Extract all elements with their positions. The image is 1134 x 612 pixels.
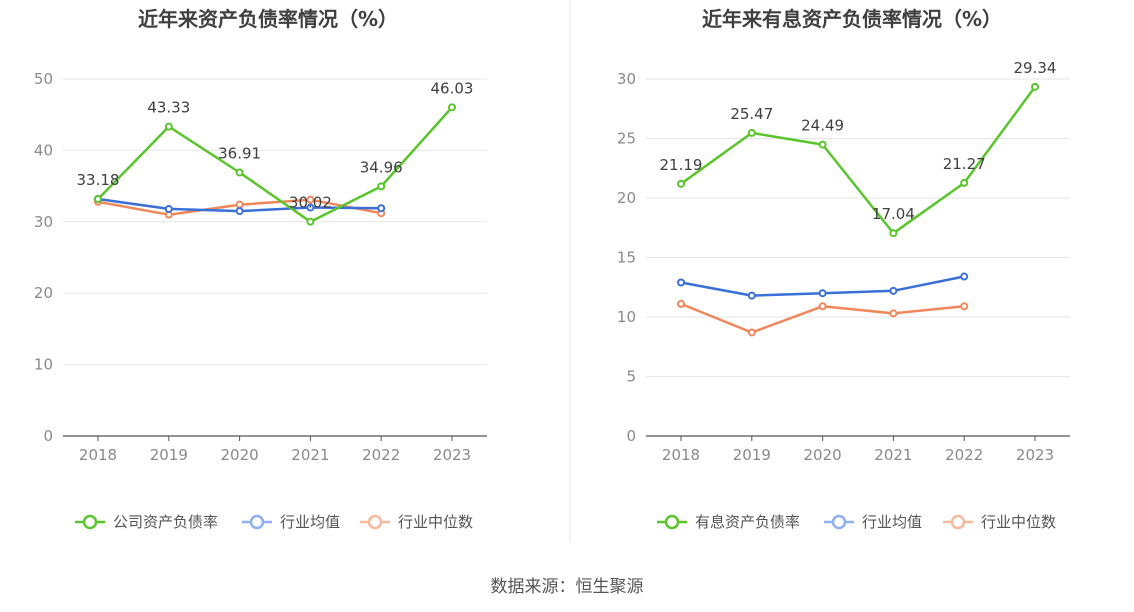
data-point-company <box>960 178 969 187</box>
legend-label-industry_avg: 行业均值 <box>862 513 922 531</box>
x-tick-label: 2019 <box>733 446 771 464</box>
x-tick-label: 2023 <box>1016 446 1054 464</box>
data-label: 17.04 <box>872 205 915 223</box>
data-point-company <box>677 179 685 188</box>
chart-title: 近年来有息资产负债率情况（%） <box>702 7 1002 31</box>
data-point-industry_median <box>677 299 685 308</box>
data-point-industry_avg <box>235 207 244 216</box>
data-point-industry_median <box>818 302 827 311</box>
data-point-company <box>94 195 102 204</box>
x-tick-label: 2020 <box>221 446 259 464</box>
data-point-company <box>235 168 244 177</box>
data-point-company <box>377 182 386 191</box>
y-tick-label: 15 <box>617 249 636 267</box>
y-tick-label: 0 <box>626 427 636 445</box>
x-tick-label: 2022 <box>362 446 400 464</box>
data-point-industry_avg <box>164 204 173 213</box>
y-tick-label: 50 <box>34 70 53 88</box>
x-tick-label: 2021 <box>291 446 329 464</box>
data-point-industry_avg <box>818 289 827 298</box>
series-line-company <box>97 106 453 223</box>
legend-label-industry_median: 行业中位数 <box>981 513 1056 531</box>
y-tick-label: 30 <box>34 213 53 231</box>
legend-label-industry_median: 行业中位数 <box>398 513 473 531</box>
data-point-company <box>747 128 756 137</box>
chart-title: 近年来资产负债率情况（%） <box>138 7 398 31</box>
legend-marker-industry_median <box>367 514 383 530</box>
data-point-industry_median <box>235 200 244 209</box>
data-point-industry_avg <box>889 286 898 295</box>
legend-marker-company <box>664 514 680 530</box>
series-line-company <box>680 86 1037 235</box>
data-point-industry_avg <box>377 204 386 213</box>
x-tick-label: 2019 <box>150 446 188 464</box>
data-point-industry_avg <box>960 272 969 281</box>
x-tick-label: 2023 <box>433 446 471 464</box>
x-tick-label: 2020 <box>804 446 842 464</box>
data-label: 25.47 <box>730 105 773 123</box>
chart-interest-bearing-debt-ratio: 近年来有息资产负债率情况（%） 0 5 10 15 20 25 30 2018 2019 2020 2… <box>617 7 1070 531</box>
data-label: 21.27 <box>943 155 986 173</box>
data-point-industry_avg <box>677 278 685 287</box>
y-tick-label: 10 <box>617 308 636 326</box>
x-tick-label: 2021 <box>874 446 912 464</box>
data-label: 24.49 <box>801 117 844 135</box>
chart-debt-ratio: 近年来资产负债率情况（%） 0 10 20 30 40 50 2018 2019 2020 2021… <box>34 7 487 531</box>
data-point-industry_median <box>747 328 756 337</box>
data-label: 36.91 <box>218 144 261 162</box>
data-label: 46.03 <box>431 79 474 97</box>
data-point-company <box>306 217 315 226</box>
data-point-industry_avg <box>306 203 315 212</box>
data-point-company <box>1031 82 1039 91</box>
data-source-note: 数据来源：恒生聚源 <box>491 577 644 597</box>
legend-marker-company <box>82 514 98 530</box>
x-tick-label: 2018 <box>79 446 117 464</box>
y-tick-label: 30 <box>617 70 636 88</box>
data-label: 33.18 <box>77 171 120 189</box>
data-point-industry_median <box>960 302 969 311</box>
data-label: 34.96 <box>360 158 403 176</box>
x-tick-label: 2022 <box>945 446 983 464</box>
data-point-industry_median <box>889 309 898 318</box>
y-tick-label: 40 <box>34 141 53 159</box>
data-point-company <box>818 140 827 149</box>
y-tick-label: 20 <box>34 284 53 302</box>
legend-marker-industry_avg <box>249 514 265 530</box>
data-point-company <box>448 103 456 112</box>
data-point-company <box>889 229 898 238</box>
data-point-company <box>164 122 173 131</box>
y-tick-label: 0 <box>43 427 53 445</box>
data-label: 21.19 <box>660 156 703 174</box>
data-label: 43.33 <box>147 99 190 117</box>
legend-label-company: 有息资产负债率 <box>695 513 800 531</box>
y-tick-label: 20 <box>617 189 636 207</box>
y-tick-label: 25 <box>617 130 636 148</box>
data-label: 29.34 <box>1014 59 1057 77</box>
x-tick-label: 2018 <box>662 446 700 464</box>
data-label: 30.02 <box>289 194 332 212</box>
data-point-industry_avg <box>747 291 756 300</box>
legend-label-industry_avg: 行业均值 <box>280 513 340 531</box>
legend-label-company: 公司资产负债率 <box>113 513 218 531</box>
data-point-industry_median <box>306 195 315 204</box>
y-tick-label: 10 <box>34 356 53 374</box>
legend-marker-industry_avg <box>831 514 847 530</box>
legend-marker-industry_median <box>950 514 966 530</box>
y-tick-label: 5 <box>626 368 636 386</box>
